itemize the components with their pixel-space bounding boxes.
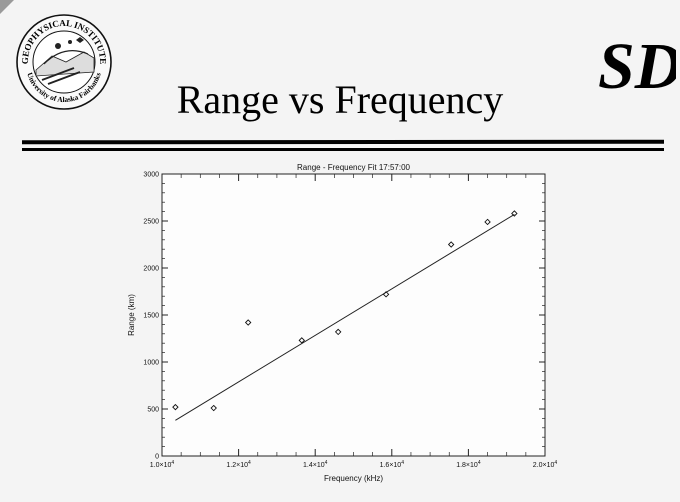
fit-line xyxy=(175,213,515,421)
y-tick-label: 1000 xyxy=(143,360,159,367)
x-tick-label: 1.2×104 xyxy=(226,460,251,469)
data-point xyxy=(334,328,342,336)
y-tick-label: 500 xyxy=(147,407,159,414)
data-point xyxy=(172,403,179,411)
x-tick-label: 1.8×104 xyxy=(456,460,481,469)
x-tick-label: 1.4×104 xyxy=(303,460,328,469)
y-tick-label: 0 xyxy=(155,454,159,461)
data-point xyxy=(382,291,390,298)
y-tick-label: 3000 xyxy=(143,172,159,179)
x-tick-label: 1.6×104 xyxy=(380,460,405,469)
x-axis-label: Frequency (kHz) xyxy=(324,474,383,483)
slide-title: Range vs Frequency xyxy=(176,77,504,122)
svg-text:SD: SD xyxy=(598,30,676,103)
x-tick-label: 2.0×104 xyxy=(533,460,558,469)
data-point xyxy=(244,319,252,326)
chart-title: Range - Frequency Fit 17:57:00 xyxy=(297,163,411,172)
data-point xyxy=(298,337,306,344)
data-point xyxy=(210,404,217,412)
x-tick-label: 1.0×104 xyxy=(150,460,175,469)
y-tick-label: 2500 xyxy=(143,219,159,226)
y-tick-label: 1500 xyxy=(143,313,159,320)
plot-area xyxy=(161,173,546,457)
title-divider-line xyxy=(22,148,664,151)
data-point xyxy=(447,241,455,248)
geophysical-institute-logo: GEOPHYSICAL INSTITUTE University of Alas… xyxy=(16,14,112,110)
super-darn-logo: SD xyxy=(598,30,676,103)
data-point xyxy=(511,210,518,217)
page-corner-fold xyxy=(0,0,14,14)
y-axis-label: Range (km) xyxy=(127,294,136,336)
data-point xyxy=(484,218,491,226)
y-tick-label: 2000 xyxy=(143,266,159,273)
